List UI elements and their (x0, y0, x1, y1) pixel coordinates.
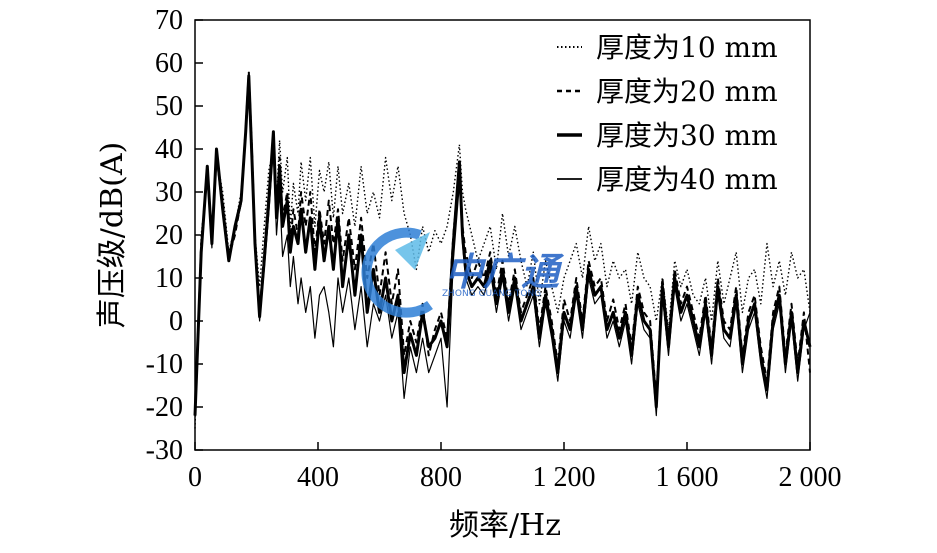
watermark-swoosh-icon (361, 227, 433, 318)
legend-label: 厚度为20 mm (596, 75, 778, 108)
y-tick-label: 50 (155, 91, 183, 122)
series-line-3 (193, 74, 812, 416)
watermark-logo: 中广通 ZHONG GUANG TONG (361, 227, 565, 318)
watermark-arrow-icon (395, 232, 430, 270)
x-axis-title: 频率/Hz (449, 508, 561, 543)
watermark-text: 中广通 (445, 250, 565, 294)
x-axis: 0 400 800 1 200 1 600 2 000 (188, 442, 842, 493)
x-tick-label: 2 000 (779, 462, 842, 493)
y-tick-label: 70 (155, 5, 183, 36)
x-tick-label: 1 200 (533, 462, 596, 493)
y-axis-title: 声压级/dB(A) (95, 142, 130, 328)
y-tick-label: 10 (155, 263, 183, 294)
y-tick-label: 0 (169, 306, 183, 337)
x-tick-label: 1 600 (656, 462, 719, 493)
legend: 厚度为10 mm 厚度为20 mm 厚度为30 mm 厚度为40 mm (557, 31, 778, 196)
x-tick-label: 400 (297, 462, 339, 493)
y-tick-label: -20 (146, 392, 183, 423)
x-tick-label: 0 (188, 462, 202, 493)
plot-lines (193, 70, 812, 429)
y-tick-label: -30 (146, 435, 183, 466)
y-tick-label: 40 (155, 134, 183, 165)
series-line-1 (194, 70, 811, 429)
y-axis: -30 -20 -10 0 10 20 30 40 50 60 70 (146, 5, 203, 466)
y-tick-label: 60 (155, 48, 183, 79)
y-tick-label: -10 (146, 349, 183, 380)
x-tick-label: 800 (420, 462, 462, 493)
y-tick-label: 30 (155, 177, 183, 208)
watermark-subtext: ZHONG GUANG TONG (442, 289, 541, 299)
y-tick-label: 20 (155, 220, 183, 251)
legend-label: 厚度为10 mm (596, 31, 778, 64)
legend-label: 厚度为40 mm (596, 163, 778, 196)
legend-label: 厚度为30 mm (596, 119, 778, 152)
